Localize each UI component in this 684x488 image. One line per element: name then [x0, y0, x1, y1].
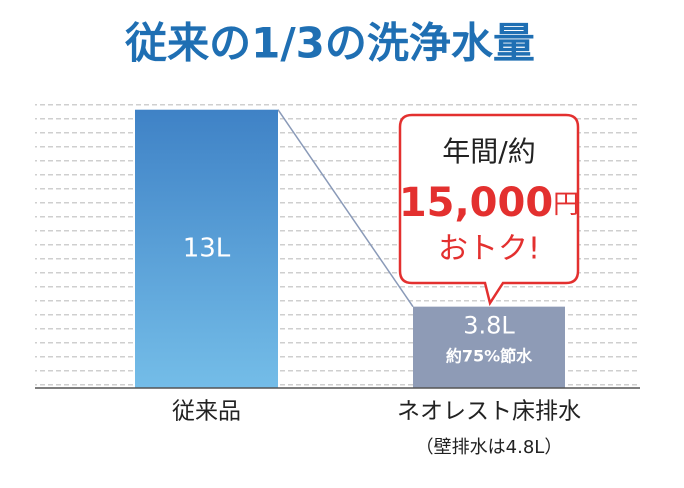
- value-label: 3.8L: [463, 312, 515, 340]
- x-tick-label: ネオレスト床排水: [397, 399, 581, 425]
- x-tick-label: 従来品: [172, 399, 241, 425]
- callout-number: 15,000: [399, 180, 553, 226]
- callout-amount: 15,000円: [399, 180, 579, 226]
- callout-unit: 円: [553, 190, 579, 220]
- callout-line1: 年間/約: [442, 135, 535, 168]
- note: （壁排水は4.8L）: [416, 437, 563, 458]
- callout-bubble: [398, 113, 580, 307]
- chart-title: 従来の1/3の洗浄水量: [124, 19, 535, 68]
- saving-label: 約75%節水: [446, 347, 533, 366]
- callout-line3: おトク!: [438, 232, 540, 267]
- connector-line: [277, 109, 414, 308]
- bar: [413, 306, 565, 388]
- value-label: 13L: [183, 233, 231, 263]
- bar: [135, 109, 278, 388]
